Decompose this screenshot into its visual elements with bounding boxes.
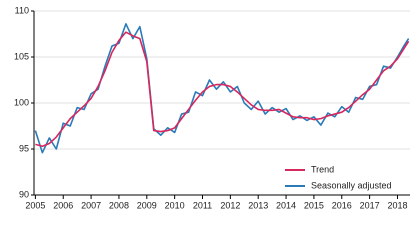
x-tick-label: 2014 [276, 200, 296, 210]
y-tick-label: 105 [14, 51, 29, 61]
x-tick-label: 2011 [193, 200, 212, 210]
x-tick-label: 2013 [248, 200, 268, 210]
x-tick-label: 2005 [25, 200, 45, 210]
series-line [34, 23, 410, 154]
x-tick-label: 2015 [304, 200, 324, 210]
legend-label: Trend [311, 164, 334, 174]
x-tick-label: 2016 [332, 200, 352, 210]
chart: 90 95 100 105 110 2005 2006 2007 2008 2009 2010 201… [14, 5, 410, 210]
x-tick-label: 2017 [360, 200, 380, 210]
y-tick-label: 110 [15, 5, 29, 15]
x-tick-label: 2018 [387, 200, 407, 210]
x-tick-label: 2007 [81, 200, 101, 210]
series-line [35, 31, 410, 148]
y-tick-label: 95 [19, 143, 29, 153]
y-tick-label: 100 [14, 97, 29, 107]
x-tick-label: 2010 [165, 200, 185, 210]
x-tick-label: 2012 [220, 200, 240, 210]
x-tick-label: 2006 [53, 200, 73, 210]
x-tick-label: 2008 [109, 200, 129, 210]
x-tick-label: 2009 [137, 200, 157, 210]
y-tick-label: 90 [19, 189, 29, 199]
legend-label: Seasonally adjusted [311, 180, 392, 190]
